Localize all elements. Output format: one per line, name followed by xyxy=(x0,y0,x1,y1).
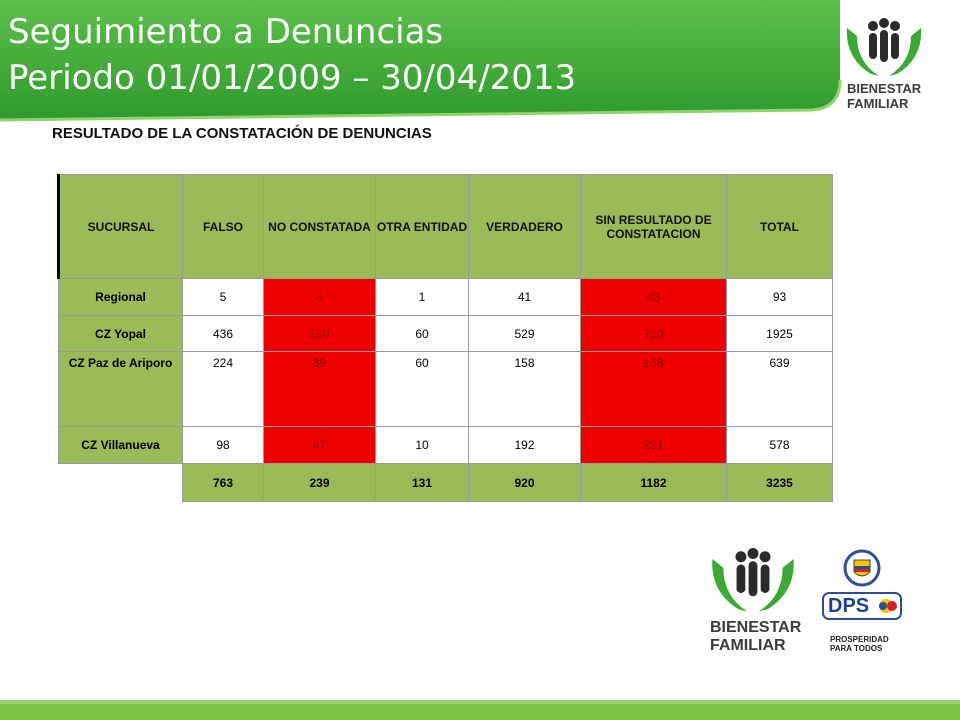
prosperidad-line1: PROSPERIDAD xyxy=(830,635,889,644)
header-banner: Seguimiento a Denuncias Periodo 01/01/20… xyxy=(0,0,960,130)
cell-sin-resultado: 158 xyxy=(580,351,727,427)
family-hands-icon xyxy=(846,18,922,76)
cell-total: 93 xyxy=(726,278,833,316)
header-sin-resultado: SIN RESULTADO DE CONSTATACION xyxy=(580,174,727,279)
row-label: CZ Paz de Ariporo xyxy=(58,351,183,427)
table-row: CZ Yopal 436 150 60 529 750 1925 xyxy=(58,315,833,352)
denuncias-table: SUCURSAL FALSO NO CONSTATADA OTRA ENTIDA… xyxy=(57,174,833,502)
totals-row: 763 239 131 920 1182 3235 xyxy=(58,463,833,502)
table-row: CZ Paz de Ariporo 224 39 60 158 158 639 xyxy=(58,351,833,427)
footer-strip xyxy=(0,704,960,720)
cell-verdadero: 41 xyxy=(468,278,581,316)
header-sucursal: SUCURSAL xyxy=(57,174,183,279)
table-row: Regional 5 3 1 41 43 93 xyxy=(58,278,833,316)
cell-verdadero: 158 xyxy=(468,351,581,427)
cell-falso: 5 xyxy=(182,278,264,316)
cell-sin-resultado: 231 xyxy=(580,426,727,464)
cell-otra-entidad: 1 xyxy=(375,278,469,316)
total-verdadero: 920 xyxy=(468,463,581,502)
total-otra-entidad: 131 xyxy=(375,463,469,502)
cell-total: 578 xyxy=(726,426,833,464)
section-subtitle: RESULTADO DE LA CONSTATACIÓN DE DENUNCIA… xyxy=(52,125,432,142)
cell-otra-entidad: 60 xyxy=(375,315,469,352)
cell-otra-entidad: 60 xyxy=(375,351,469,427)
cell-falso: 224 xyxy=(182,351,264,427)
total-no-constatada: 239 xyxy=(263,463,376,502)
colombia-shield-icon xyxy=(822,549,902,620)
footer-strip-highlight xyxy=(0,700,960,704)
cell-otra-entidad: 10 xyxy=(375,426,469,464)
brand-text-line2: FAMILIAR xyxy=(710,637,786,654)
row-label: CZ Villanueva xyxy=(58,426,183,464)
page-title-line1: Seguimiento a Denuncias xyxy=(8,12,444,52)
cell-verdadero: 529 xyxy=(468,315,581,352)
total-total: 3235 xyxy=(726,463,833,502)
header-no-constatada: NO CONSTATADA xyxy=(263,174,376,279)
cell-total: 639 xyxy=(726,351,833,427)
prosperidad-line2: PARA TODOS xyxy=(830,644,883,653)
page-title-line2: Periodo 01/01/2009 – 30/04/2013 xyxy=(8,58,577,98)
table-row: CZ Villanueva 98 47 10 192 231 578 xyxy=(58,426,833,464)
cell-falso: 436 xyxy=(182,315,264,352)
row-label: Regional xyxy=(58,278,183,316)
total-falso: 763 xyxy=(182,463,264,502)
cell-sin-resultado: 750 xyxy=(580,315,727,352)
header-total: TOTAL xyxy=(726,174,833,279)
header-otra-entidad: OTRA ENTIDAD xyxy=(375,174,469,279)
cell-falso: 98 xyxy=(182,426,264,464)
family-hands-icon xyxy=(712,548,794,612)
totals-spacer xyxy=(58,463,183,502)
bienestar-familiar-logo-top: BIENESTAR FAMILIAR xyxy=(843,18,925,114)
total-sin-resultado: 1182 xyxy=(580,463,727,502)
cell-total: 1925 xyxy=(726,315,833,352)
cell-verdadero: 192 xyxy=(468,426,581,464)
banner-background xyxy=(0,0,842,122)
brand-text-line1: BIENESTAR xyxy=(847,81,922,96)
cell-no-constatada: 3 xyxy=(263,278,376,316)
cell-no-constatada: 47 xyxy=(263,426,376,464)
header-falso: FALSO xyxy=(182,174,264,279)
header-verdadero: VERDADERO xyxy=(468,174,581,279)
cell-sin-resultado: 43 xyxy=(580,278,727,316)
cell-no-constatada: 39 xyxy=(263,351,376,427)
brand-text-line1: BIENESTAR xyxy=(710,619,802,636)
row-label: CZ Yopal xyxy=(58,315,183,352)
dps-text: DPS xyxy=(828,595,870,617)
bienestar-familiar-logo-bottom: BIENESTAR FAMILIAR xyxy=(708,548,802,658)
cell-no-constatada: 150 xyxy=(263,315,376,352)
table-header-row: SUCURSAL FALSO NO CONSTATADA OTRA ENTIDA… xyxy=(57,174,833,279)
dps-prosperidad-logo: DPS PROSPERIDAD PARA TODOS xyxy=(820,548,904,658)
brand-text-line2: FAMILIAR xyxy=(847,96,909,111)
